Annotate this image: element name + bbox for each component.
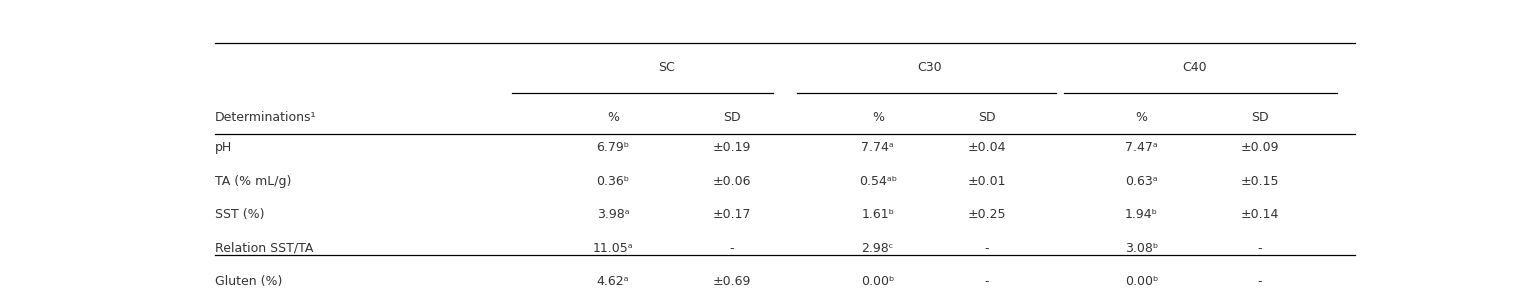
Text: ±0.09: ±0.09 [1241,142,1279,154]
Text: Relation SST/TA: Relation SST/TA [214,242,314,255]
Text: ±0.17: ±0.17 [712,208,751,221]
Text: 1.61ᵇ: 1.61ᵇ [861,208,895,221]
Text: ±0.19: ±0.19 [712,142,751,154]
Text: 4.62ᵃ: 4.62ᵃ [597,275,630,288]
Text: ±0.25: ±0.25 [968,208,1007,221]
Text: C40: C40 [1183,61,1207,74]
Text: 6.79ᵇ: 6.79ᵇ [596,142,630,154]
Text: -: - [729,242,734,255]
Text: 0.54ᵃᵇ: 0.54ᵃᵇ [859,175,896,188]
Text: SST (%): SST (%) [214,208,265,221]
Text: 7.74ᵃ: 7.74ᵃ [861,142,895,154]
Text: ±0.04: ±0.04 [968,142,1007,154]
Text: %: % [1135,111,1147,124]
Text: pH: pH [214,142,233,154]
Text: -: - [985,275,990,288]
Text: 0.00ᵇ: 0.00ᵇ [1124,275,1158,288]
Text: TA (% mL/g): TA (% mL/g) [214,175,291,188]
Text: 7.47ᵃ: 7.47ᵃ [1124,142,1158,154]
Text: %: % [872,111,884,124]
Text: Gluten (%): Gluten (%) [214,275,282,288]
Text: ±0.69: ±0.69 [712,275,751,288]
Text: 0.00ᵇ: 0.00ᵇ [861,275,895,288]
Text: C30: C30 [918,61,942,74]
Text: %: % [607,111,619,124]
Text: Determinations¹: Determinations¹ [214,111,317,124]
Text: ±0.15: ±0.15 [1241,175,1279,188]
Text: SD: SD [1252,111,1268,124]
Text: ±0.06: ±0.06 [712,175,751,188]
Text: -: - [1258,242,1262,255]
Text: -: - [985,242,990,255]
Text: SD: SD [723,111,740,124]
Text: SC: SC [659,61,674,74]
Text: SD: SD [977,111,996,124]
Text: 3.08ᵇ: 3.08ᵇ [1124,242,1158,255]
Text: ±0.14: ±0.14 [1241,208,1279,221]
Text: -: - [1258,275,1262,288]
Text: 0.36ᵇ: 0.36ᵇ [596,175,630,188]
Text: ±0.01: ±0.01 [968,175,1007,188]
Text: 0.63ᵃ: 0.63ᵃ [1124,175,1158,188]
Text: 3.98ᵃ: 3.98ᵃ [596,208,630,221]
Text: 2.98ᶜ: 2.98ᶜ [861,242,895,255]
Text: 11.05ᵃ: 11.05ᵃ [593,242,633,255]
Text: 1.94ᵇ: 1.94ᵇ [1124,208,1158,221]
